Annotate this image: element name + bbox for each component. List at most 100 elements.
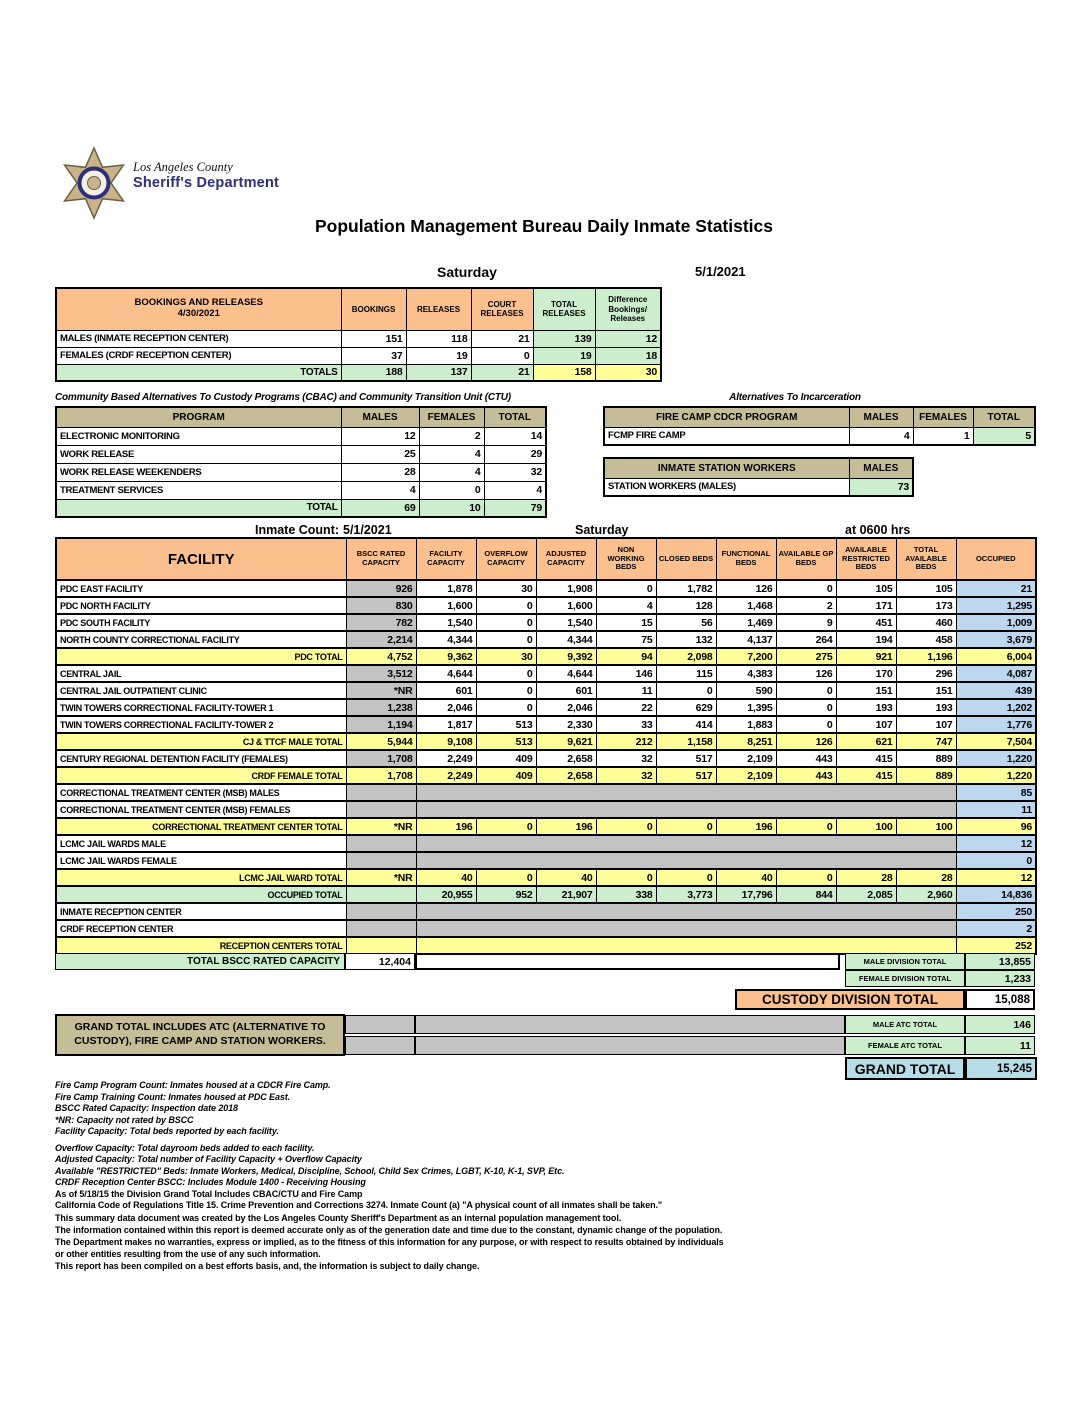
male-division-total-label: MALE DIVISION TOTAL	[845, 953, 965, 970]
report-date: 5/1/2021	[695, 264, 746, 279]
fire-camp-col-header: TOTAL	[972, 406, 1036, 428]
facility-occupied-total-cell: 2,085	[835, 885, 897, 904]
facility-total-cell: 196	[415, 817, 477, 836]
cbac-cell: 12	[340, 426, 420, 446]
facility-total-cell: 2,658	[535, 766, 597, 785]
facility-total-cell: 6,004	[955, 647, 1037, 666]
facility-total-cell: 1,196	[895, 647, 957, 666]
footnote-line: Facility Capacity: Total beds reported b…	[55, 1126, 279, 1136]
facility-total-cell: 0	[655, 868, 717, 887]
facility-cell: 126	[715, 579, 777, 598]
facility-occupied-total-cell: 952	[475, 885, 537, 904]
facility-total-cell: 9,621	[535, 732, 597, 751]
facility-cell: 0	[655, 681, 717, 700]
facility-cell: 1,600	[415, 596, 477, 615]
facility-cell: 2,214	[345, 630, 417, 649]
station-workers-row-label: STATION WORKERS (MALES)	[603, 477, 850, 497]
facility-cell: 75	[595, 630, 657, 649]
facility-cell: *NR	[345, 681, 417, 700]
facility-row: LCMC JAIL WARDS MALE 12	[55, 834, 1037, 853]
facility-total-cell: 443	[775, 766, 837, 785]
facility-cell	[345, 919, 417, 938]
facility-total-cell: 126	[775, 732, 837, 751]
facility-occupied-total-cell: 844	[775, 885, 837, 904]
facility-cell	[345, 851, 417, 870]
facility-cell: 264	[775, 630, 837, 649]
facility-row: CENTURY REGIONAL DETENTION FACILITY (FEM…	[55, 749, 1037, 768]
facility-cell: 0	[775, 715, 837, 734]
male-division-total-value: 13,855	[965, 953, 1035, 970]
grand-total-label: GRAND TOTAL	[845, 1057, 965, 1080]
grand-total-note: GRAND TOTAL INCLUDES ATC (ALTERNATIVE TO…	[55, 1014, 345, 1056]
female-division-total-value: 1,233	[965, 970, 1035, 987]
grand-empty-span	[415, 1015, 845, 1034]
facility-row: CRDF FEMALE TOTAL 1,708 2,249 409 2,658 32 517…	[55, 766, 1037, 785]
facility-total-cell: 621	[835, 732, 897, 751]
facility-cell: 151	[835, 681, 897, 700]
inmate-count-time: at 0600 hrs	[845, 523, 911, 537]
facility-col-header: OCCUPIED	[955, 537, 1037, 581]
facility-row: LCMC JAIL WARDS FEMALE 0	[55, 851, 1037, 870]
facility-cell: 0	[475, 613, 537, 632]
fire-camp-row-label: FCMP FIRE CAMP	[603, 426, 850, 446]
facility-occupied-total-cell: 21,907	[535, 885, 597, 904]
facility-cell: 15	[595, 613, 657, 632]
agency-name: Los Angeles County Sheriff's Department	[133, 160, 279, 191]
facility-cell: 115	[655, 664, 717, 683]
cbac-row-label: TREATMENT SERVICES	[55, 480, 342, 500]
facility-gray-span	[415, 919, 957, 938]
facility-cell: 193	[835, 698, 897, 717]
grand-empty-cell	[345, 1015, 415, 1034]
facility-col-header: CLOSED BEDS	[655, 537, 717, 581]
facility-row: INMATE RECEPTION CENTER 250	[55, 902, 1037, 921]
facility-cell: 2,330	[535, 715, 597, 734]
facility-total-cell: 7,200	[715, 647, 777, 666]
facility-cell: 32	[595, 749, 657, 768]
facility-cell: 451	[835, 613, 897, 632]
facility-row-label: PDC SOUTH FACILITY	[55, 613, 347, 632]
total-bscc-capacity-value: 12,404	[345, 953, 415, 970]
female-atc-total-value: 11	[965, 1036, 1035, 1055]
facility-cell: 30	[475, 579, 537, 598]
facility-cell: 926	[345, 579, 417, 598]
facility-cell: 107	[835, 715, 897, 734]
disclaimer-line: or other entities resulting from the use…	[55, 1249, 321, 1259]
facility-cell: 443	[775, 749, 837, 768]
cbac-row-label: WORK RELEASE	[55, 444, 342, 464]
facility-occupied-cell: 0	[955, 851, 1037, 870]
facility-cell: 56	[655, 613, 717, 632]
facility-total-cell: 0	[775, 868, 837, 887]
facility-total-cell: 196	[715, 817, 777, 836]
facility-col-header: FUNCTIONAL BEDS	[715, 537, 777, 581]
facility-cell: 4,644	[535, 664, 597, 683]
bookings-cell: 12	[594, 329, 662, 348]
facility-row-label: TWIN TOWERS CORRECTIONAL FACILITY-TOWER …	[55, 715, 347, 734]
fire-camp-row: FCMP FIRE CAMP 4 1 5	[603, 426, 1036, 446]
cbac-cell: 4	[418, 462, 485, 482]
female-division-total-label: FEMALE DIVISION TOTAL	[845, 970, 965, 987]
grand-empty-cell	[345, 1036, 415, 1055]
disclaimer-line: The information contained within this re…	[55, 1225, 723, 1235]
bookings-releases-table: BOOKINGS AND RELEASES 4/30/2021 BOOKINGS RE…	[55, 287, 662, 382]
cbac-totals-cell: 79	[483, 498, 547, 518]
facility-cell: 132	[655, 630, 717, 649]
facility-total-cell: 517	[655, 766, 717, 785]
bookings-totals-cell: 21	[470, 363, 534, 382]
facility-cell: 2,658	[535, 749, 597, 768]
station-workers-col-header: MALES	[848, 457, 914, 479]
footnotes: Fire Camp Program Count: Inmates housed …	[55, 1080, 755, 1212]
facility-cell: 1,817	[415, 715, 477, 734]
facility-occupied-total-label: OCCUPIED TOTAL	[55, 885, 347, 904]
facility-cell: 1,395	[715, 698, 777, 717]
female-atc-total-label: FEMALE ATC TOTAL	[845, 1036, 965, 1055]
facility-cell: 126	[775, 664, 837, 683]
facility-cell: 0	[475, 630, 537, 649]
facility-total-cell: 0	[475, 817, 537, 836]
facility-total-cell: 0	[595, 817, 657, 836]
facility-row-label: CENTURY REGIONAL DETENTION FACILITY (FEM…	[55, 749, 347, 768]
facility-total-label: CRDF FEMALE TOTAL	[55, 766, 347, 785]
bookings-totals-cell: 158	[532, 363, 596, 382]
cbac-row: TREATMENT SERVICES 4 0 4	[55, 480, 547, 500]
facility-total-cell: 5,944	[345, 732, 417, 751]
grand-total-note-line1: GRAND TOTAL INCLUDES ATC (ALTERNATIVE TO	[74, 1021, 326, 1034]
